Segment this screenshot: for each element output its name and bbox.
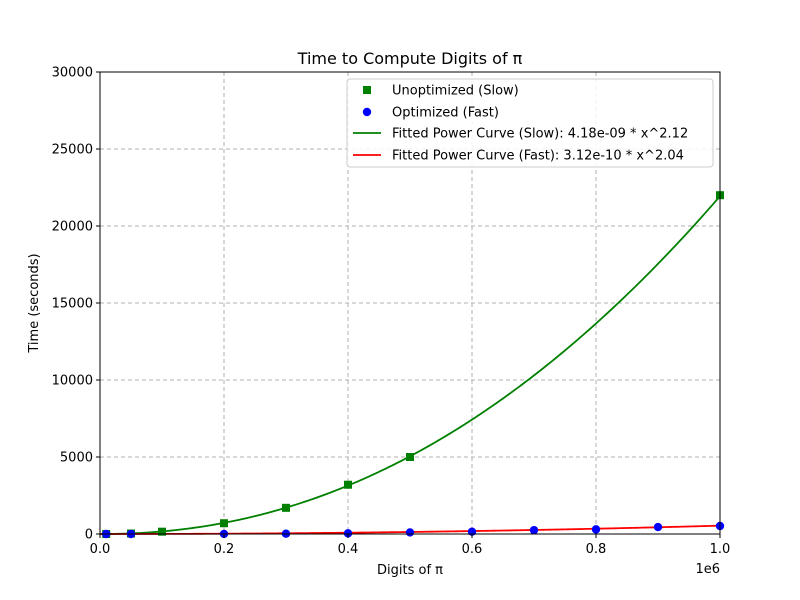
y-tick-label: 20000: [52, 220, 93, 235]
point-slow: [344, 480, 352, 489]
y-tick-label: 30000: [52, 66, 93, 81]
legend-marker-square: [363, 86, 371, 94]
y-tick-label: 10000: [52, 374, 93, 389]
x-axis-label: Digits of π: [377, 563, 443, 578]
y-tick-label: 5000: [60, 451, 93, 466]
point-slow: [406, 453, 414, 461]
x-tick-label: 0.4: [338, 542, 359, 557]
x-tick-label: 1.0: [710, 542, 731, 557]
y-tick-label: 0: [85, 528, 93, 543]
legend-label: Fitted Power Curve (Fast): 3.12e-10 * x^…: [392, 149, 684, 164]
chart-title: Time to Compute Digits of π: [297, 49, 523, 68]
x-axis-offset-label: 1e6: [695, 562, 720, 577]
legend-marker-circle: [362, 107, 372, 117]
fitted-curve-2: [100, 195, 721, 535]
tick-layer: 0.0 0.2 0.4 0.6 0.8 1.0 0 5000 10000 15000 20000 25…: [52, 66, 731, 558]
curve-layer: [100, 195, 721, 535]
y-tick-label: 15000: [52, 297, 93, 312]
point-fast: [529, 525, 539, 535]
point-fast: [405, 528, 415, 537]
x-tick-label: 0.2: [214, 542, 235, 557]
y-tick-label: 25000: [52, 143, 93, 158]
legend: Unoptimized (Slow) Optimized (Fast) Fitted…: [346, 78, 714, 168]
legend-box: [346, 78, 714, 168]
x-tick-label: 0.6: [462, 542, 483, 557]
point-slow: [158, 527, 166, 536]
point-slow: [220, 519, 228, 528]
point-fast: [343, 529, 353, 538]
legend-label: Fitted Power Curve (Slow): 4.18e-09 * x^…: [392, 127, 688, 142]
y-axis-label: Time (seconds): [27, 253, 42, 353]
point-layer: [102, 191, 725, 539]
legend-items: Unoptimized (Slow) Optimized (Fast) Fitted…: [353, 84, 688, 164]
x-tick-label: 0.0: [90, 542, 111, 557]
point-fast: [653, 522, 663, 532]
legend-label: Unoptimized (Slow): [392, 84, 519, 99]
point-fast: [591, 525, 601, 534]
x-tick-label: 0.8: [586, 542, 607, 557]
point-slow: [282, 503, 290, 512]
legend-label: Optimized (Fast): [392, 106, 499, 121]
